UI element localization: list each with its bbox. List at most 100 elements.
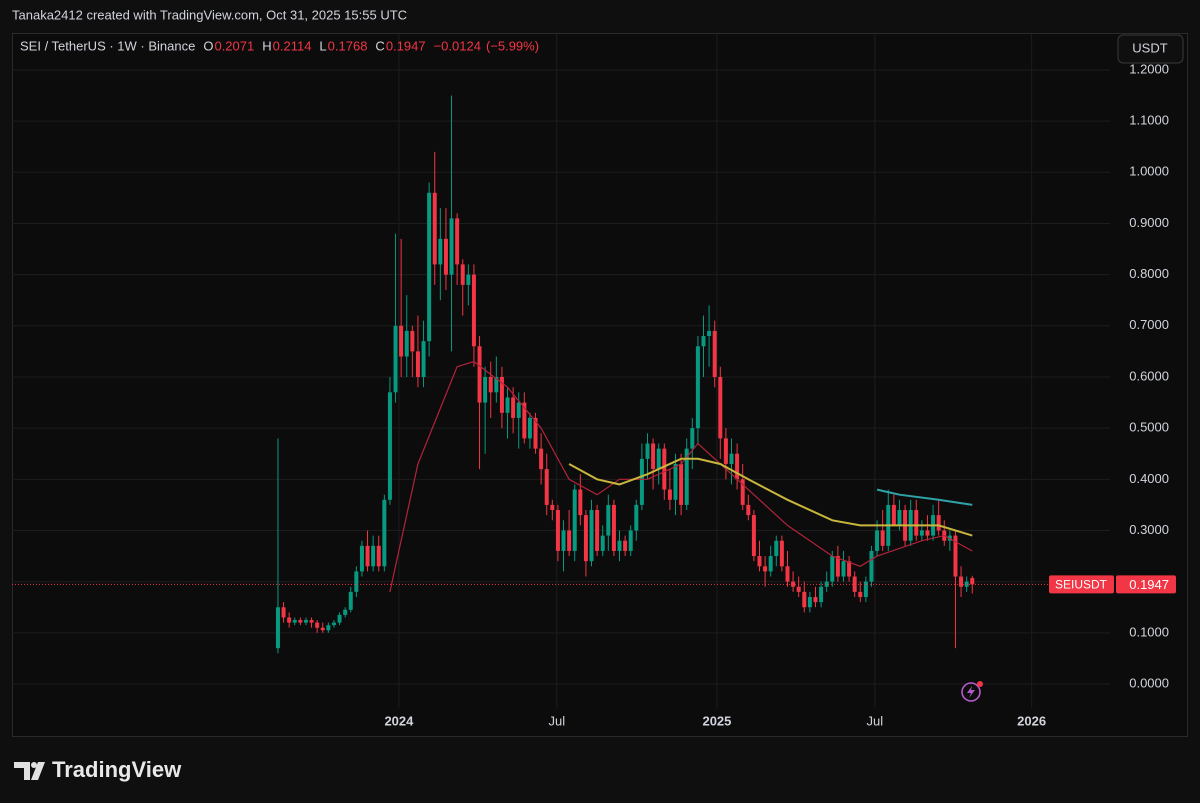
candle-body	[443, 238, 448, 275]
ohlc-value: 0.2114	[273, 38, 312, 53]
candle-body	[348, 591, 353, 610]
y-tick-label: 0.4000	[1129, 471, 1169, 486]
candle-body	[656, 448, 661, 470]
candle-body	[303, 620, 308, 623]
brand: TradingView	[52, 757, 182, 782]
candle-body	[427, 192, 432, 342]
candle-body	[331, 622, 336, 626]
candle-body	[634, 504, 639, 531]
candle-body	[757, 556, 762, 567]
candle-body	[583, 515, 588, 562]
candle-body	[785, 566, 790, 582]
y-tick-label: 0.0000	[1129, 675, 1169, 690]
candle-body	[667, 489, 672, 500]
candle-body	[802, 591, 807, 608]
alert-dot	[977, 681, 983, 687]
candle-body	[309, 620, 314, 623]
y-tick-label: 1.1000	[1129, 113, 1169, 128]
candle-body	[281, 607, 286, 618]
candle-body	[796, 586, 801, 592]
candle-body	[869, 550, 874, 582]
candle-body	[651, 443, 656, 470]
candle-body	[875, 530, 880, 551]
candle-body	[600, 535, 605, 551]
last-price-name-box	[1049, 575, 1114, 594]
candle-body	[595, 510, 600, 551]
candle-body	[533, 417, 538, 449]
candle-body	[701, 336, 706, 347]
candle-body	[359, 545, 364, 572]
candle-body	[393, 325, 398, 393]
candle-body	[471, 274, 476, 347]
candle-body	[863, 581, 868, 598]
logo-dot	[31, 762, 37, 768]
currency-button[interactable]	[1117, 34, 1184, 64]
candle-body	[751, 515, 756, 557]
candle-body	[376, 545, 381, 567]
candle-body	[415, 351, 420, 377]
moving-average	[568, 457, 973, 537]
y-tick-label: 0.5000	[1129, 420, 1169, 435]
logo	[14, 762, 45, 780]
candle-body	[953, 535, 958, 577]
candle-body	[707, 330, 712, 337]
candle-body	[735, 453, 740, 480]
candle-body	[746, 504, 751, 516]
candle-body	[819, 586, 824, 603]
y-tick-label: 0.7000	[1129, 317, 1169, 332]
candle-body	[740, 479, 745, 505]
candle-body	[421, 341, 426, 377]
plot-frame	[12, 33, 1188, 737]
candle-body	[835, 556, 840, 577]
candle-body	[729, 453, 734, 464]
currency[interactable]: USDT	[1132, 40, 1167, 55]
candle-body	[449, 218, 454, 275]
last-price-label: 0.1947	[1129, 577, 1169, 592]
candle-body	[606, 504, 611, 536]
candle-body	[684, 448, 689, 505]
caption: Tanaka2412 created with TradingView.com,…	[12, 7, 407, 22]
candle-body	[539, 448, 544, 470]
labels: 0.00000.10000.20000.30000.40000.50000.60…	[384, 61, 1176, 728]
candle-body	[852, 576, 857, 592]
candle-body	[371, 545, 376, 567]
candle-body	[315, 622, 320, 628]
candle-body	[578, 489, 583, 516]
candle-body	[712, 330, 717, 377]
candle-body	[774, 540, 779, 557]
candle-body	[522, 402, 527, 439]
candle-body	[791, 581, 796, 587]
candle-body	[623, 540, 628, 551]
candle-body	[287, 617, 292, 623]
ohlc-key: C	[375, 38, 384, 53]
y-tick-label: 0.3000	[1129, 522, 1169, 537]
candle-body	[382, 499, 387, 567]
candle-body	[572, 489, 577, 551]
candle-body	[516, 402, 521, 418]
alert-bolt	[967, 686, 975, 698]
alert-icon[interactable]	[961, 681, 983, 702]
candle-body	[555, 510, 560, 551]
candle-body	[455, 218, 460, 265]
candle-body	[438, 238, 443, 265]
moving-average	[876, 488, 973, 506]
y-tick-label: 0.9000	[1129, 215, 1169, 230]
candle-body	[460, 264, 465, 285]
candle-body	[925, 530, 930, 536]
candle-body	[432, 192, 437, 265]
x-tick-label: 2024	[384, 713, 414, 728]
candle-body	[673, 463, 678, 500]
candle-body	[337, 614, 342, 623]
candle-body	[970, 578, 975, 585]
candle-body	[488, 376, 493, 393]
candle-body	[645, 443, 650, 459]
candle-body	[679, 463, 684, 505]
candle-body	[466, 274, 471, 285]
last-price-box	[1116, 575, 1176, 594]
candle-body	[959, 576, 964, 587]
candle-body	[275, 607, 280, 649]
y-tick-label: 1.0000	[1129, 164, 1169, 179]
change-percent: (−5.99%)	[486, 38, 539, 53]
candle-body	[494, 376, 499, 393]
